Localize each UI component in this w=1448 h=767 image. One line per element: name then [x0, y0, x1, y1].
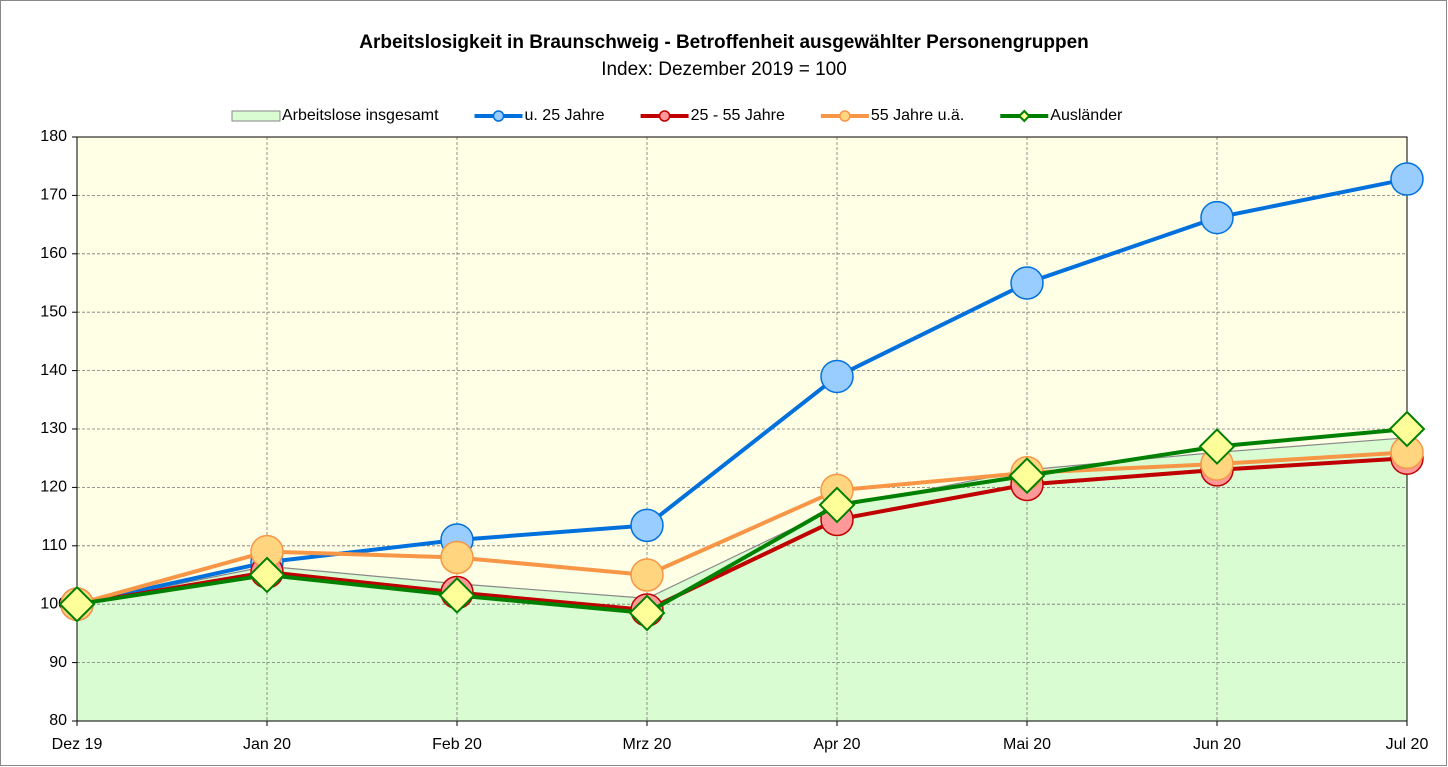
x-tick-label: Feb 20 — [432, 736, 482, 753]
legend-marker — [492, 110, 505, 122]
x-tick-label: Jun 20 — [1193, 736, 1241, 753]
x-tick-label: Jul 20 — [1386, 736, 1429, 753]
y-tick-label: 90 — [49, 654, 67, 671]
y-tick-label: 100 — [40, 595, 67, 612]
y-tick-label: 130 — [40, 420, 67, 437]
y-tick-label: 140 — [40, 362, 67, 379]
marker — [818, 486, 856, 524]
series-line — [76, 450, 1408, 607]
legend-label: 55 Jahre u.ä. — [871, 107, 964, 124]
area-fill — [77, 437, 1407, 721]
chart-subtitle: Index: Dezember 2019 = 100 — [601, 59, 847, 80]
legend-marker — [658, 110, 671, 122]
marker — [1200, 200, 1234, 235]
x-tick-label: Apr 20 — [813, 736, 860, 753]
legend-label: Arbeitslose insgesamt — [282, 107, 439, 124]
series-line — [76, 177, 1408, 607]
legend-marker — [1017, 109, 1031, 123]
marker — [1198, 428, 1236, 465]
y-tick-label: 180 — [40, 128, 67, 145]
chart-title: Arbeitslosigkeit in Braunschweig - Betro… — [359, 32, 1089, 53]
marker — [58, 585, 96, 623]
legend-label: Ausländer — [1050, 107, 1123, 124]
marker — [438, 577, 476, 614]
y-tick-label: 120 — [40, 479, 67, 496]
legend-swatch — [231, 110, 281, 122]
area-line — [76, 437, 1408, 605]
legend-label: u. 25 Jahre — [525, 107, 605, 124]
x-tick-label: Jan 20 — [243, 736, 291, 753]
marker — [1010, 266, 1044, 300]
series-line — [76, 427, 1408, 616]
y-tick-label: 160 — [40, 245, 67, 262]
marker — [1008, 457, 1046, 495]
y-tick-label: 170 — [40, 187, 67, 204]
marker — [1388, 410, 1426, 448]
y-tick-label: 150 — [40, 303, 67, 320]
legend-label: 25 - 55 Jahre — [691, 107, 785, 124]
marker — [820, 359, 854, 394]
x-tick-label: Dez 19 — [52, 736, 103, 753]
x-tick-label: Mai 20 — [1003, 736, 1051, 753]
marker — [630, 558, 664, 592]
marker — [628, 594, 666, 632]
y-tick-label: 110 — [41, 537, 67, 554]
marker — [248, 556, 286, 594]
legend-marker — [839, 110, 851, 122]
marker — [630, 508, 664, 543]
x-tick-label: Mrz 20 — [623, 736, 672, 753]
y-tick-label: 80 — [49, 712, 67, 729]
marker — [440, 540, 474, 575]
series-line — [76, 456, 1408, 613]
marker — [1390, 162, 1424, 196]
